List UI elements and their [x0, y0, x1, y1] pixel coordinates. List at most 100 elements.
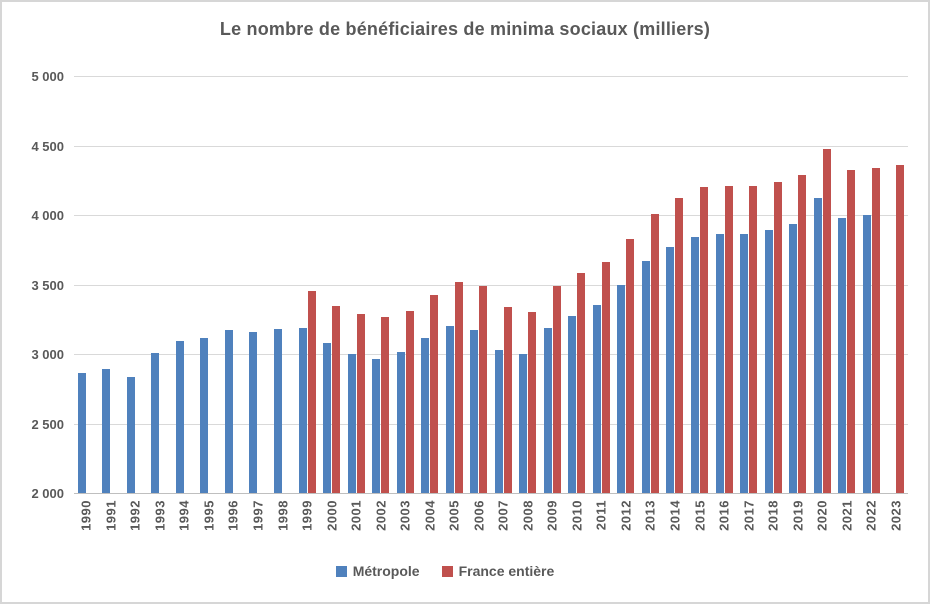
bar-metropole-2014 — [666, 246, 675, 493]
gridline — [74, 215, 908, 216]
y-tick-label: 4 500 — [31, 138, 64, 154]
bar-france-entiere-1999 — [307, 290, 316, 493]
x-tick-label: 2000 — [324, 500, 340, 531]
x-tick-label: 1992 — [127, 500, 143, 531]
bar-france-entiere-2021 — [847, 169, 856, 493]
bar-metropole-2021 — [838, 218, 847, 493]
bar-france-entiere-2005 — [454, 282, 463, 493]
bar-france-entiere-2019 — [798, 174, 807, 493]
bar-metropole-2001 — [347, 354, 356, 493]
x-tick-label: 2023 — [888, 500, 904, 531]
x-tick-label: 2010 — [569, 500, 585, 531]
legend-label: Métropole — [352, 563, 420, 579]
bar-metropole-2004 — [421, 338, 430, 493]
x-tick-label: 1999 — [299, 500, 315, 531]
x-tick-label: 2013 — [642, 500, 658, 531]
bar-france-entiere-2004 — [430, 294, 439, 493]
x-axis-line — [74, 493, 908, 494]
bar-metropole-2015 — [691, 236, 699, 493]
bar-france-entiere-2020 — [822, 148, 831, 493]
bar-metropole-1990 — [77, 372, 86, 493]
x-tick-label: 2022 — [863, 500, 879, 531]
bar-metropole-2020 — [813, 198, 822, 493]
bar-metropole-2000 — [323, 342, 332, 493]
bar-metropole-2013 — [641, 260, 650, 493]
bar-metropole-2008 — [519, 354, 528, 493]
bar-france-entiere-2007 — [503, 306, 512, 493]
x-tick-label: 2016 — [716, 500, 732, 531]
bar-france-entiere-2011 — [601, 261, 610, 493]
bar-metropole-2007 — [494, 349, 503, 493]
x-tick-label: 2003 — [397, 500, 413, 531]
bar-metropole-2011 — [592, 304, 601, 493]
bar-france-entiere-2014 — [675, 197, 684, 493]
bar-france-entiere-2012 — [626, 239, 635, 493]
bar-france-entiere-2006 — [479, 285, 488, 493]
legend-swatch-france-entiere — [441, 565, 453, 577]
bar-france-entiere-2015 — [700, 186, 708, 493]
legend: Métropole France entière — [2, 563, 908, 579]
x-tick-label: 2017 — [741, 500, 757, 531]
legend-label: France entière — [458, 563, 555, 579]
bar-metropole-1998 — [274, 328, 282, 493]
bar-france-entiere-2018 — [773, 182, 782, 493]
bar-metropole-2003 — [396, 351, 405, 493]
bar-metropole-1993 — [151, 353, 160, 493]
x-tick-label: 2018 — [765, 500, 781, 531]
x-tick-label: 1997 — [250, 500, 266, 531]
bar-metropole-1994 — [175, 340, 184, 493]
x-tick-label: 2007 — [495, 500, 511, 531]
bar-france-entiere-2013 — [650, 213, 659, 493]
x-tick-label: 2014 — [667, 500, 683, 531]
y-tick-label: 2 000 — [31, 486, 64, 501]
bar-metropole-2006 — [470, 329, 479, 493]
bar-metropole-2019 — [789, 224, 798, 493]
bar-france-entiere-2001 — [356, 314, 365, 493]
x-tick-label: 1995 — [201, 500, 217, 531]
gridline — [74, 76, 908, 77]
bar-metropole-2016 — [715, 234, 724, 493]
bar-france-entiere-2023 — [896, 164, 905, 493]
x-tick-label: 1998 — [275, 500, 290, 531]
x-tick-label: 2002 — [373, 500, 389, 531]
gridline — [74, 145, 908, 147]
bar-metropole-2018 — [764, 229, 773, 493]
bar-france-entiere-2008 — [528, 312, 537, 493]
x-tick-label: 2012 — [618, 500, 634, 531]
y-tick-label: 5 000 — [31, 69, 64, 84]
plot-area — [74, 76, 908, 494]
x-tick-label: 1991 — [103, 500, 119, 531]
bar-metropole-1991 — [102, 369, 111, 493]
legend-item-metropole: Métropole — [335, 563, 420, 579]
bar-metropole-2010 — [568, 316, 577, 493]
legend-swatch-metropole — [335, 565, 347, 577]
bar-metropole-2012 — [617, 284, 626, 493]
x-tick-label: 2015 — [692, 500, 707, 531]
legend-item-france-entiere: France entière — [441, 563, 555, 579]
y-tick-label: 3 000 — [31, 347, 64, 362]
x-tick-label: 2020 — [814, 500, 830, 531]
x-tick-label: 2004 — [422, 500, 438, 531]
bar-france-entiere-2016 — [724, 185, 733, 493]
x-tick-label: 2011 — [593, 500, 609, 531]
x-tick-label: 2005 — [446, 500, 462, 531]
x-tick-label: 1993 — [152, 500, 168, 531]
gridline — [74, 354, 908, 355]
bar-metropole-1995 — [200, 338, 209, 493]
bar-metropole-2017 — [740, 233, 749, 493]
gridline — [74, 423, 908, 425]
bar-france-entiere-2009 — [552, 285, 561, 493]
x-tick-label: 2008 — [520, 500, 536, 531]
x-tick-label: 2019 — [790, 500, 806, 531]
bar-metropole-2005 — [445, 326, 454, 493]
bar-metropole-1992 — [126, 376, 135, 493]
bar-metropole-2009 — [543, 327, 552, 493]
bar-metropole-1996 — [224, 330, 233, 493]
x-tick-label: 2009 — [544, 500, 560, 531]
chart-title: Le nombre de bénéficiaires de minima soc… — [219, 19, 711, 39]
bar-metropole-1997 — [249, 332, 258, 493]
bar-france-entiere-2017 — [749, 185, 758, 493]
x-tick-label: 1990 — [78, 500, 94, 531]
y-tick-label: 3 500 — [31, 277, 64, 293]
